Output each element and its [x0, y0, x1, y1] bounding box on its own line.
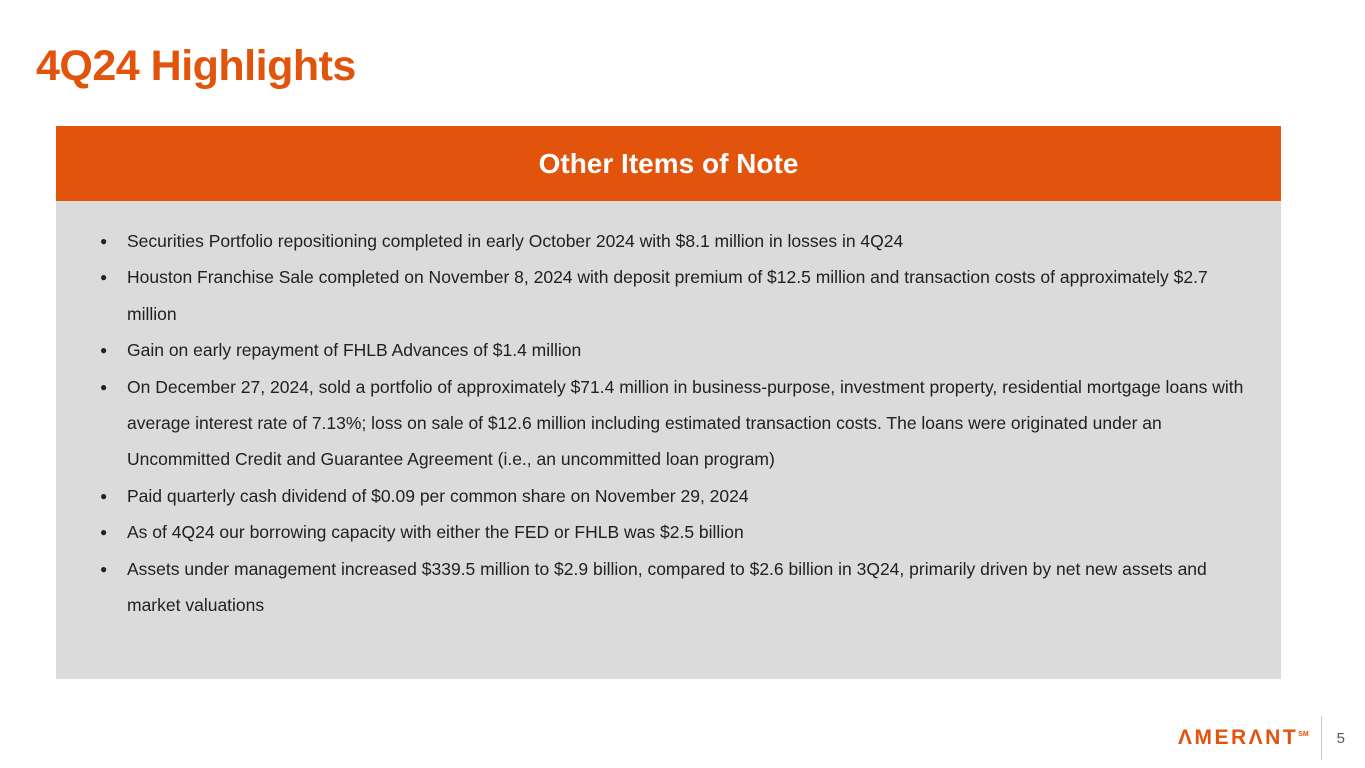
bullet-item: ● Securities Portfolio repositioning comp…: [98, 223, 1253, 259]
bullet-item: ● As of 4Q24 our borrowing capacity with …: [98, 514, 1253, 550]
bullet-item: ● Gain on early repayment of FHLB Advance…: [98, 332, 1253, 368]
bullet-icon: ●: [100, 525, 108, 540]
bullet-icon: ●: [100, 379, 108, 394]
bullet-text: As of 4Q24 our borrowing capacity with e…: [127, 522, 744, 543]
bullet-text: Assets under management increased $339.5…: [127, 558, 1207, 616]
bullet-icon: ●: [100, 488, 108, 503]
bullet-text: Houston Franchise Sale completed on Nove…: [127, 267, 1208, 324]
slide-footer: ΛMERΛNTSM 5: [1178, 716, 1345, 760]
page-title: 4Q24 Highlights: [36, 42, 356, 90]
bullet-text: Paid quarterly cash dividend of $0.09 pe…: [127, 485, 749, 506]
bullet-list: ● Securities Portfolio repositioning comp…: [98, 223, 1253, 623]
bullet-icon: ●: [100, 561, 108, 576]
bullet-icon: ●: [100, 234, 108, 248]
bullet-item: ● On December 27, 2024, sold a portfolio …: [98, 369, 1253, 478]
amerant-logo: ΛMERΛNTSM: [1178, 726, 1309, 750]
bullet-item: ● Paid quarterly cash dividend of $0.09 p…: [98, 478, 1253, 514]
footer-divider: [1320, 716, 1322, 760]
bullet-text: Securities Portfolio repositioning compl…: [127, 231, 904, 251]
bullet-item: ● Assets under management increased $339.…: [98, 551, 1253, 624]
other-items-panel: Other Items of Note ● Securities Portfoli…: [56, 126, 1281, 679]
panel-body: ● Securities Portfolio repositioning comp…: [56, 201, 1281, 679]
bullet-item: ● Houston Franchise Sale completed on Nov…: [98, 259, 1253, 332]
amerant-logo-text: ΛMERΛNT: [1177, 726, 1299, 749]
amerant-logo-sm: SM: [1298, 731, 1309, 738]
bullet-icon: ●: [100, 270, 108, 285]
page-number: 5: [1336, 729, 1345, 747]
panel-header-bar: Other Items of Note: [56, 126, 1281, 201]
bullet-text: On December 27, 2024, sold a portfolio o…: [127, 376, 1244, 470]
bullet-text: Gain on early repayment of FHLB Advances…: [127, 340, 582, 361]
bullet-icon: ●: [100, 343, 108, 358]
